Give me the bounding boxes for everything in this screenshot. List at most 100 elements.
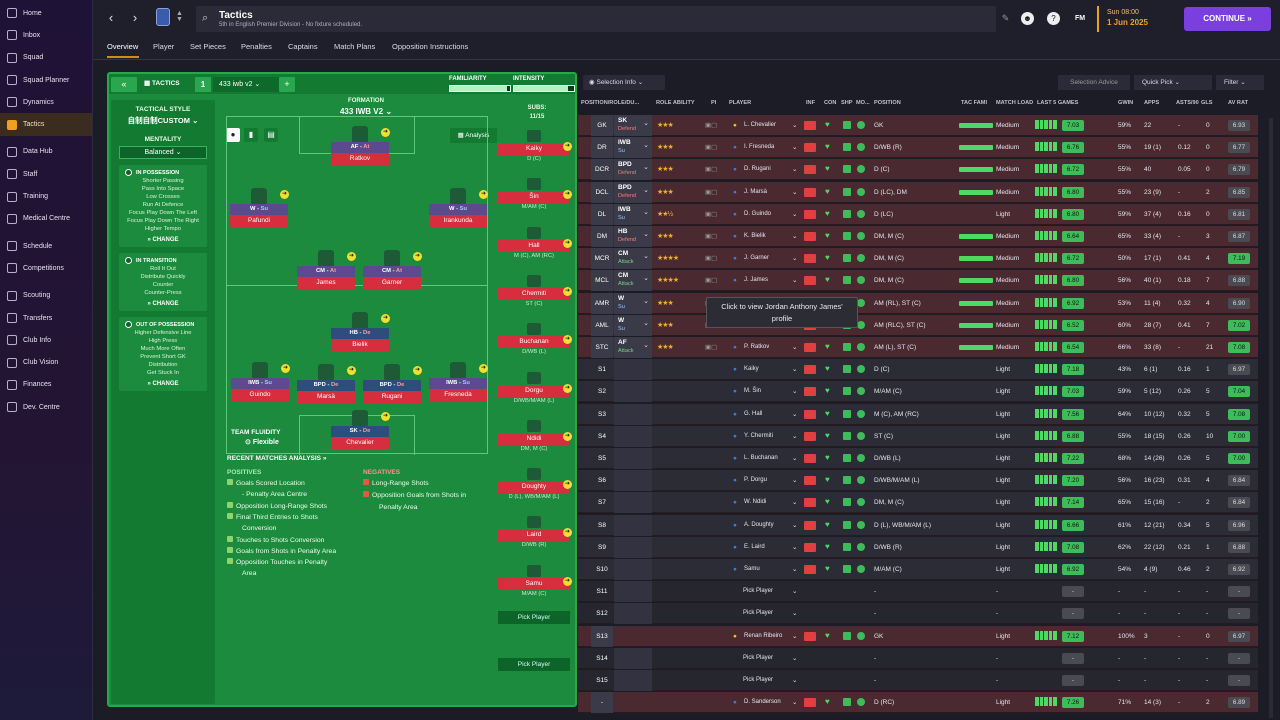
player-name[interactable]: Pick Player: [743, 677, 774, 683]
table-row[interactable]: S6 ● P. Dorgu ⌄ ♥ D/WB/M/AM (L) Light 7.20 56% 16…: [578, 470, 1258, 492]
slot-position[interactable]: S9: [598, 543, 606, 551]
chevron-down-icon[interactable]: ⌄: [792, 543, 798, 551]
player-name[interactable]: Samu: [744, 566, 760, 572]
player-instruction-arrow-icon[interactable]: ➜: [563, 431, 572, 441]
table-row[interactable]: DL IWB Su ⌄ ★★½ ▣▢ ● D. Guindo ⌄ ♥ D (LC) Light 6.80…: [578, 203, 1258, 225]
sidebar-item-finances[interactable]: Finances: [0, 374, 92, 396]
sidebar-item-home[interactable]: Home: [0, 2, 92, 24]
pitch-position-marsà[interactable]: BPD - De Marsà: [297, 364, 355, 403]
player-instruction-arrow-icon[interactable]: ➜: [381, 314, 390, 323]
player-name[interactable]: P. Ratkov: [744, 344, 770, 350]
role-duty-select[interactable]: CM Attack ⌄: [614, 270, 652, 292]
table-row[interactable]: DCR BPD Defend ⌄ ★★★ ▣▢ ● D. Rugani ⌄ ♥ D (C) Mediu…: [578, 159, 1258, 181]
slot-position[interactable]: DL: [591, 203, 613, 225]
player-instruction-icon[interactable]: ▣▢: [705, 277, 718, 285]
back-button[interactable]: ‹: [108, 10, 114, 25]
mentality-select[interactable]: Balanced ⌄: [119, 146, 207, 159]
chevron-down-icon[interactable]: ⌄: [792, 632, 798, 640]
sub-name[interactable]: Dorgu: [498, 384, 570, 397]
slot-position[interactable]: S12: [596, 610, 608, 618]
sidebar-item-tactics[interactable]: Tactics: [0, 113, 92, 136]
table-row[interactable]: - ● D. Sanderson ⌄ ♥ D (RC) Light 7.26 71% 14 (3)…: [578, 692, 1258, 714]
table-row[interactable]: S1 ● Kaiky ⌄ ♥ D (C) Light 7.18 43% 6 (1) 0.16 1 6.9…: [578, 359, 1258, 381]
search-icon[interactable]: ⌕: [202, 12, 209, 24]
chevron-down-icon[interactable]: ⌄: [792, 677, 798, 684]
player-instruction-arrow-icon[interactable]: ➜: [479, 190, 488, 199]
player-instruction-arrow-icon[interactable]: ➜: [563, 528, 572, 538]
position-player-name[interactable]: Garner: [363, 277, 421, 289]
table-row[interactable]: DR IWB Su ⌄ ★★★ ▣▢ ● I. Fresneda ⌄ ♥ D/WB (R) Mediu…: [578, 137, 1258, 159]
table-row[interactable]: S11 Pick Player ⌄ - - - - - - - -: [578, 581, 1258, 603]
table-row[interactable]: DM HB Defend ⌄ ★★★ ▣▢ ● K. Bielik ⌄ ♥ DM, M (C) Med…: [578, 226, 1258, 247]
player-name[interactable]: Pick Player: [743, 588, 774, 595]
position-role[interactable]: AF - At: [331, 142, 389, 153]
position-role[interactable]: CM - At: [297, 266, 355, 277]
sub-doughty[interactable]: Doughty D (L), WB/M/AM (L): [498, 468, 570, 500]
report-view-icon[interactable]: ▤: [264, 128, 278, 142]
chevron-down-icon[interactable]: ⌄: [792, 210, 798, 218]
player-instruction-icon[interactable]: ▣▢: [705, 144, 718, 152]
position-role[interactable]: BPD - De: [297, 380, 355, 391]
add-tactic-button[interactable]: +: [279, 77, 295, 92]
player-instruction-icon[interactable]: ▣▢: [705, 166, 718, 174]
stats-view-icon[interactable]: ▮: [244, 128, 258, 142]
slot-position[interactable]: S7: [598, 499, 606, 507]
column-header[interactable]: LAST 5 GAMES: [1037, 100, 1079, 106]
sub-name[interactable]: Kaiky: [498, 143, 570, 155]
role-duty-select[interactable]: AF Attack ⌄: [614, 337, 652, 358]
tab-penalties[interactable]: Penalties: [241, 42, 272, 51]
sub-dorgu[interactable]: Dorgu D/WB/M/AM (L): [498, 371, 570, 404]
player-name[interactable]: P. Dorgu: [744, 477, 767, 484]
recent-matches-link[interactable]: RECENT MATCHES ANALYSIS »: [227, 455, 326, 462]
sidebar-item-medical-centre[interactable]: Medical Centre: [0, 208, 92, 230]
slot-position[interactable]: S5: [598, 455, 606, 462]
player-instruction-arrow-icon[interactable]: ➜: [563, 238, 572, 248]
player-instruction-arrow-icon[interactable]: ➜: [347, 252, 356, 261]
role-duty-select[interactable]: BPD Defend ⌄: [614, 181, 652, 203]
collapse-panel-button[interactable]: «: [111, 77, 137, 92]
player-instruction-icon[interactable]: ▣▢: [705, 188, 718, 196]
role-duty-select[interactable]: IWB Su ⌄: [614, 203, 652, 225]
slot-position[interactable]: DCL: [591, 181, 613, 203]
player-instruction-arrow-icon[interactable]: ➜: [381, 412, 390, 421]
table-row[interactable]: MCR CM Attack ⌄ ★★★★ ▣▢ ● J. Garner ⌄ ♥ DM, M (C) M…: [578, 248, 1258, 270]
column-header[interactable]: GWIN: [1118, 100, 1134, 106]
player-name[interactable]: L. Chevalier: [744, 122, 777, 128]
player-instruction-icon[interactable]: ▣▢: [705, 344, 718, 351]
sidebar-item-scouting[interactable]: Scouting: [0, 285, 92, 307]
column-header[interactable]: MATCH LOAD: [996, 100, 1034, 106]
player-name[interactable]: D. Sanderson: [744, 699, 781, 706]
continue-button[interactable]: CONTINUE »: [1184, 7, 1271, 31]
tab-opposition-instructions[interactable]: Opposition Instructions: [392, 42, 469, 51]
tactic-slot[interactable]: 1: [195, 77, 211, 92]
role-duty-select[interactable]: W Su ⌄: [614, 292, 652, 314]
out-of-possession-change-button[interactable]: » CHANGE: [121, 381, 205, 387]
position-player-name[interactable]: Chevalier: [331, 437, 389, 449]
slot-position[interactable]: S15: [596, 677, 608, 684]
player-instruction-arrow-icon[interactable]: ➜: [479, 364, 488, 373]
pick-player-sub-button[interactable]: Pick Player: [498, 611, 570, 624]
sub-kaiky[interactable]: Kaiky D (C): [498, 130, 570, 162]
chevron-down-icon[interactable]: ⌄: [792, 344, 798, 351]
position-role[interactable]: BPD - De: [363, 380, 421, 391]
table-row[interactable]: DCL BPD Defend ⌄ ★★★ ▣▢ ● J. Marsà ⌄ ♥ D (LC), DM M…: [578, 181, 1258, 203]
slot-position[interactable]: S3: [598, 410, 606, 418]
club-badge-icon[interactable]: [156, 8, 170, 26]
player-name[interactable]: J. Marsà: [744, 188, 768, 195]
player-name[interactable]: W. Ndidi: [744, 499, 767, 506]
tab-player[interactable]: Player: [153, 42, 175, 51]
column-header[interactable]: SHP: [841, 100, 853, 106]
chevron-down-icon[interactable]: ⌄: [792, 388, 798, 396]
chevron-down-icon[interactable]: ⌄: [792, 410, 798, 418]
chevron-down-icon[interactable]: ⌄: [792, 610, 798, 618]
sub-šin[interactable]: Šin M/AM (C): [498, 178, 570, 210]
player-name[interactable]: J. James: [744, 277, 769, 284]
position-role[interactable]: W - Su: [429, 204, 487, 215]
slot-position[interactable]: S14: [596, 654, 608, 662]
player-instruction-arrow-icon[interactable]: ➜: [563, 576, 572, 586]
chevron-down-icon[interactable]: ⌄: [792, 477, 798, 485]
slot-position[interactable]: S8: [598, 521, 606, 529]
help-icon[interactable]: ?: [1047, 12, 1060, 25]
pitch-position-guindo[interactable]: IWB - Su Guindo: [231, 362, 289, 401]
